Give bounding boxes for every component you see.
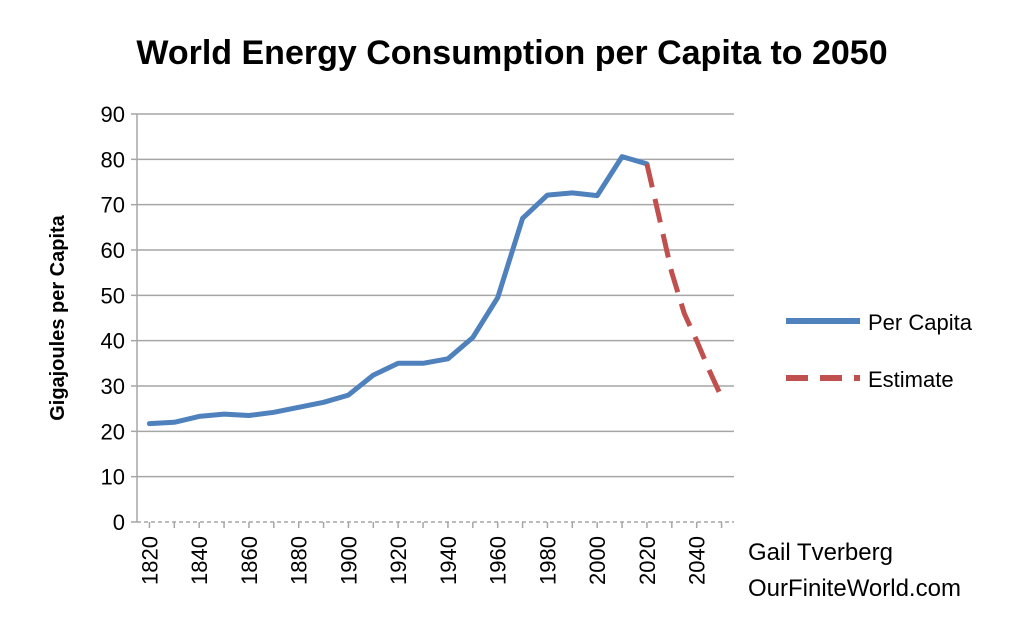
x-tick-label: 2040 — [685, 536, 710, 585]
series-line-estimate — [644, 163, 724, 399]
y-tick-label: 20 — [101, 419, 125, 444]
legend: Per Capita Estimate — [786, 310, 973, 392]
y-tick-label: 90 — [101, 102, 125, 127]
y-tick-label: 40 — [101, 329, 125, 354]
chart-title: World Energy Consumption per Capita to 2… — [136, 34, 887, 72]
y-tick-label: 80 — [101, 147, 125, 172]
y-axis-label: Gigajoules per Capita — [47, 214, 69, 420]
series-line-per-capita — [146, 154, 650, 427]
y-tick-label: 0 — [113, 510, 125, 535]
y-tick-label: 70 — [101, 193, 125, 218]
x-tick-label: 1820 — [137, 536, 162, 585]
legend-label-estimate: Estimate — [868, 367, 954, 392]
gridlines — [137, 113, 734, 478]
credit-site: OurFiniteWorld.com — [748, 575, 961, 602]
x-tick-label: 1880 — [287, 536, 312, 585]
x-tick-label: 2000 — [585, 536, 610, 585]
y-tick-labels: 0 10 20 30 40 50 60 70 80 90 — [101, 102, 125, 535]
x-tick-label: 1940 — [436, 536, 461, 585]
x-tick-label: 1900 — [336, 536, 361, 585]
x-tick-label: 2020 — [635, 536, 660, 585]
series-layer — [146, 154, 724, 427]
y-tick-label: 10 — [101, 465, 125, 490]
credit-author: Gail Tverberg — [748, 539, 893, 566]
y-tick-label: 30 — [101, 374, 125, 399]
x-tick-label: 1920 — [386, 536, 411, 585]
x-tick-label: 1860 — [237, 536, 262, 585]
x-tick-labels: 1820 1840 1860 1880 1900 1920 1940 1960 1980 2000… — [137, 536, 709, 585]
y-tick-label: 60 — [101, 238, 125, 263]
x-tick-label: 1840 — [187, 536, 212, 585]
x-tick-label: 1960 — [486, 536, 511, 585]
axes — [131, 113, 734, 528]
x-tick-label: 1980 — [535, 536, 560, 585]
y-tick-label: 50 — [101, 283, 125, 308]
legend-label-per-capita: Per Capita — [868, 310, 973, 335]
